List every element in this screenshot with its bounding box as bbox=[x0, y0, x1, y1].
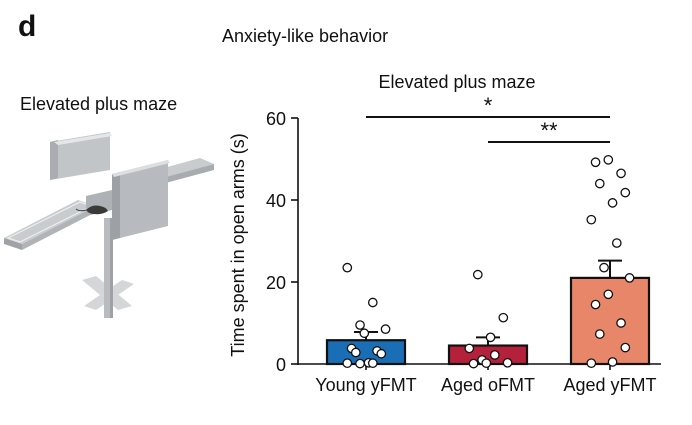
data-point bbox=[468, 358, 479, 369]
data-point bbox=[485, 332, 496, 343]
chart-title: Elevated plus maze bbox=[378, 72, 535, 92]
data-point bbox=[367, 297, 378, 308]
data-point bbox=[616, 318, 626, 328]
data-point bbox=[607, 357, 618, 367]
maze-open-arm-left bbox=[4, 200, 96, 244]
data-point bbox=[498, 312, 509, 323]
data-point bbox=[603, 289, 614, 300]
data-point bbox=[586, 214, 597, 225]
maze-closed-arm-wall-edge bbox=[50, 140, 58, 180]
maze-closed-arm-rim bbox=[54, 133, 112, 145]
mouse-tail bbox=[75, 208, 87, 212]
x-tick-label: Aged oFMT bbox=[441, 375, 535, 395]
maze-open-arm-left-side bbox=[22, 206, 96, 250]
data-point bbox=[590, 157, 601, 168]
data-point bbox=[380, 324, 391, 334]
data-point bbox=[342, 262, 353, 273]
data-point bbox=[481, 358, 492, 369]
data-point bbox=[359, 328, 370, 339]
maze-open-arm-left-edge bbox=[4, 238, 22, 250]
data-point bbox=[342, 358, 353, 369]
data-point bbox=[350, 347, 361, 358]
significance-annotations: *** bbox=[366, 93, 610, 143]
maze-closed-arm-wall bbox=[50, 132, 110, 180]
data-point bbox=[594, 178, 605, 189]
data-point bbox=[620, 187, 631, 198]
maze-closed-arm-front-wall bbox=[112, 160, 168, 240]
mouse-figure bbox=[86, 205, 108, 215]
data-point bbox=[489, 350, 500, 360]
data-point bbox=[376, 348, 387, 359]
elevated-plus-maze-illustration bbox=[4, 132, 214, 318]
y-tick-label: 40 bbox=[266, 191, 286, 211]
figure-heading: Anxiety-like behavior bbox=[222, 26, 389, 46]
maze-pole-shade bbox=[110, 218, 113, 318]
maze-closed-arm-front-edge bbox=[112, 172, 120, 240]
data-point bbox=[603, 154, 614, 165]
y-tick-label: 20 bbox=[266, 273, 286, 293]
data-point bbox=[599, 262, 609, 273]
data-point bbox=[620, 342, 631, 353]
y-axis-label: Time spent in open arms (s) bbox=[228, 133, 248, 356]
data-point bbox=[611, 238, 622, 248]
x-tick-label: Aged yFMT bbox=[563, 375, 656, 395]
data-point bbox=[624, 273, 635, 283]
data-point bbox=[586, 358, 597, 369]
data-point bbox=[502, 357, 513, 368]
data-point bbox=[594, 329, 605, 339]
maze-pole bbox=[104, 218, 112, 318]
y-tick-label: 60 bbox=[266, 109, 286, 129]
data-points bbox=[342, 154, 635, 369]
data-point bbox=[355, 320, 365, 330]
data-point bbox=[590, 299, 601, 310]
illustration-label: Elevated plus maze bbox=[20, 94, 178, 114]
maze-closed-arm-front-rim bbox=[112, 160, 170, 177]
significance-label: ** bbox=[540, 118, 558, 143]
data-point bbox=[616, 168, 626, 179]
data-point bbox=[464, 343, 475, 354]
panel-letter: d bbox=[18, 10, 37, 43]
data-point bbox=[607, 198, 618, 208]
y-tick-label: 0 bbox=[276, 355, 286, 375]
significance-label: * bbox=[484, 93, 493, 118]
x-tick-label: Young yFMT bbox=[315, 375, 416, 395]
data-point bbox=[367, 358, 378, 369]
data-point bbox=[355, 358, 365, 369]
data-point bbox=[472, 269, 483, 280]
